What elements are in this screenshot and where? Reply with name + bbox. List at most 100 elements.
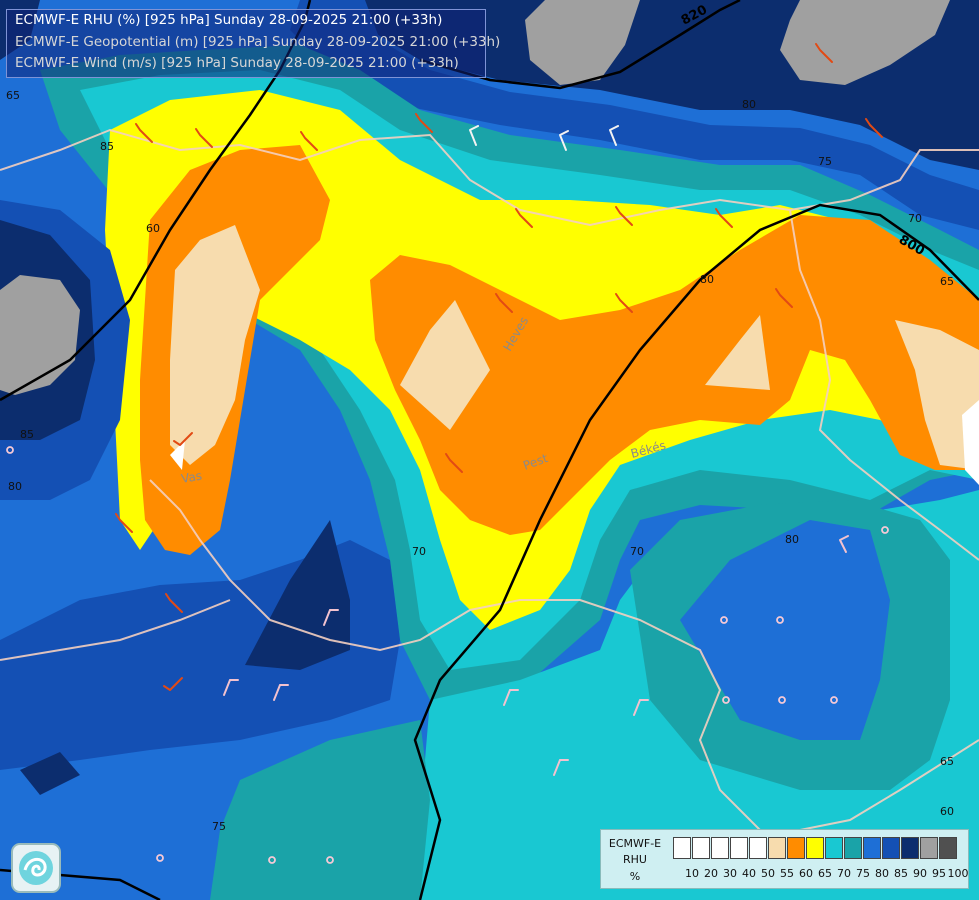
rhu-band-orange-east: [370, 215, 979, 535]
rhu-label: 75: [212, 820, 226, 833]
rhu-south-blue: [680, 520, 890, 740]
color-legend: ECMWF-E RHU % 10 20 30 40 50 55 60 65 70 75 80 85 90…: [600, 829, 969, 889]
title-rhu: ECMWF-E RHU (%) [925 hPa] Sunday 28-09-2…: [15, 12, 443, 28]
wind-barb: [115, 513, 133, 533]
rhu-label: 80: [8, 480, 22, 493]
rhu-sw-navy: [245, 520, 350, 670]
wind-barb: [173, 432, 193, 446]
wind-barb: [323, 609, 339, 626]
wind-barb: [615, 206, 633, 226]
border-east-curve: [789, 209, 979, 561]
wind-barb: [223, 679, 239, 696]
calm-dot: [778, 696, 786, 704]
calm-dot: [156, 854, 164, 862]
legend-tick-label: 60: [799, 867, 813, 880]
legend-tick-label: 10: [685, 867, 699, 880]
wind-barb: [495, 293, 513, 313]
wind-barb: [503, 689, 519, 706]
legend-swatch: [939, 837, 957, 859]
legend-swatch: [920, 837, 938, 859]
rhu-label: 80: [785, 533, 799, 546]
legend-swatch: [806, 837, 824, 859]
rhu-white-spot-west: [170, 440, 185, 470]
rhu-band-north-darkblue: [290, 0, 979, 230]
wind-barb: [559, 130, 569, 151]
legend-tick-label: 85: [894, 867, 908, 880]
rhu-label: 75: [818, 155, 832, 168]
legend-swatch: [844, 837, 862, 859]
rhu-white-spot-east: [962, 400, 979, 485]
wind-barb: [300, 131, 318, 151]
rhu-band-beige-east: [705, 315, 770, 390]
rhu-label: 65: [940, 275, 954, 288]
title-box: ECMWF-E RHU (%) [925 hPa] Sunday 28-09-2…: [6, 9, 500, 78]
calm-dot: [722, 696, 730, 704]
wind-barb: [445, 453, 463, 473]
wind-barb: [839, 535, 849, 553]
calm-dot: [326, 856, 334, 864]
calm-dot: [268, 856, 276, 864]
rhu-band-beige-mid: [400, 300, 490, 430]
rhu-label: 70: [908, 212, 922, 225]
calm-dot: [776, 616, 784, 624]
title-geopotential: ECMWF-E Geopotential (m) [925 hPa] Sunda…: [15, 34, 501, 50]
logo-icon: [19, 851, 53, 885]
legend-swatch: [730, 837, 748, 859]
wind-barb: [515, 208, 533, 228]
legend-tick-label: 75: [856, 867, 870, 880]
rhu-sw-navy-2: [20, 752, 80, 795]
legend-swatch: [749, 837, 767, 859]
legend-swatch: [825, 837, 843, 859]
legend-swatch: [882, 837, 900, 859]
rhu-gray-top-mid: [525, 0, 640, 85]
legend-tick-label: 20: [704, 867, 718, 880]
border-sw: [0, 599, 231, 661]
legend-tick-label: 80: [875, 867, 889, 880]
legend-tick-label: 30: [723, 867, 737, 880]
wind-barb: [553, 759, 569, 776]
wind-barb: [775, 288, 793, 308]
rhu-label: 80: [700, 273, 714, 286]
wind-barb: [469, 125, 479, 146]
wind-barb: [195, 128, 213, 148]
legend-model: ECMWF-E: [608, 837, 662, 850]
calm-dot: [830, 696, 838, 704]
legend-swatch: [711, 837, 729, 859]
calm-dot: [6, 446, 14, 454]
rhu-labels: 65 85 60 80 75 70 80 70 80 70 60 65 85 8…: [6, 89, 954, 833]
wind-barb: [273, 684, 289, 701]
rhu-label: 85: [20, 428, 34, 441]
wind-barb: [633, 699, 649, 716]
wind-barb: [865, 118, 883, 138]
rhu-label: 85: [100, 140, 114, 153]
legend-unit: %: [629, 870, 641, 883]
legend-tick-label: 40: [742, 867, 756, 880]
legend-swatch: [863, 837, 881, 859]
wind-barb: [163, 677, 183, 691]
rhu-label: 60: [146, 222, 160, 235]
ecmwf-logo: [11, 843, 61, 893]
legend-tick-label: 70: [837, 867, 851, 880]
rhu-south-teal-west: [210, 720, 430, 900]
wind-barb: [815, 43, 833, 63]
legend-swatch: [768, 837, 786, 859]
place-label-vas: Vas: [180, 469, 203, 486]
legend-swatch: [673, 837, 691, 859]
legend-swatch: [692, 837, 710, 859]
legend-tick-label: 90: [913, 867, 927, 880]
rhu-label: 70: [630, 545, 644, 558]
legend-tick-label: 50: [761, 867, 775, 880]
legend-tick-label: 65: [818, 867, 832, 880]
rhu-band-beige-west: [170, 225, 260, 465]
wind-barb: [615, 293, 633, 313]
rhu-gray-top-right: [780, 0, 950, 85]
title-wind: ECMWF-E Wind (m/s) [925 hPa] Sunday 28-0…: [15, 55, 459, 71]
contour-800: [413, 203, 979, 900]
rhu-label: 60: [940, 805, 954, 818]
legend-tick-label: 55: [780, 867, 794, 880]
legend-swatch: [787, 837, 805, 859]
wind-barb: [165, 593, 183, 613]
rhu-band-beige-far-east: [895, 320, 979, 470]
calm-dot: [720, 616, 728, 624]
